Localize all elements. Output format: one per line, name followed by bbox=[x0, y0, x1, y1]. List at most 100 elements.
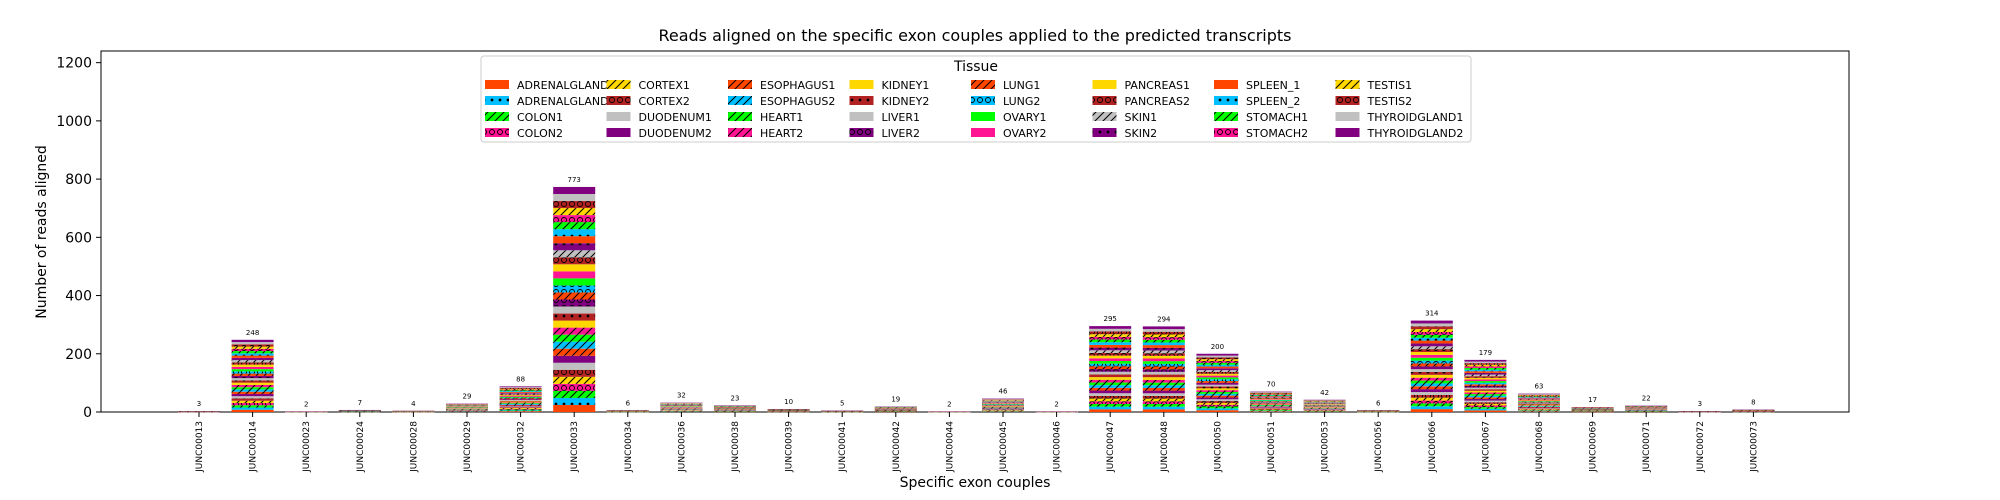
y-axis-label: Number of reads aligned bbox=[34, 145, 50, 319]
bar-segment bbox=[1464, 377, 1507, 380]
legend-item: TESTIS2 bbox=[1335, 95, 1412, 108]
legend-item: KIDNEY1 bbox=[849, 79, 930, 92]
bar-segment bbox=[1142, 403, 1185, 407]
bar-segment bbox=[1196, 391, 1239, 394]
bar-segment bbox=[1142, 345, 1185, 348]
bar-segment bbox=[499, 407, 542, 409]
bar-segment bbox=[1142, 350, 1185, 354]
bar-segment bbox=[231, 351, 274, 354]
bar-segment bbox=[553, 229, 596, 237]
legend-item: ESOPHAGUS1 bbox=[728, 79, 835, 92]
bar-segment bbox=[231, 400, 274, 403]
bar-segment bbox=[1518, 404, 1560, 406]
bar-segment bbox=[1196, 401, 1239, 403]
bar-segment bbox=[1410, 369, 1453, 373]
bar-segment bbox=[1196, 359, 1239, 362]
bar-segment bbox=[553, 334, 596, 342]
bar-segment bbox=[1464, 374, 1507, 377]
bar-segment bbox=[1196, 375, 1239, 378]
legend-item: OVARY1 bbox=[971, 111, 1046, 124]
bar-segment bbox=[1464, 369, 1507, 372]
legend-label: COLON2 bbox=[517, 127, 563, 140]
bar-segment bbox=[499, 393, 542, 395]
bar-segment bbox=[1410, 354, 1453, 358]
legend-item: PANCREAS1 bbox=[1092, 79, 1190, 92]
bar-segment bbox=[1089, 363, 1132, 367]
bar-segment bbox=[1518, 398, 1560, 400]
legend-label: PANCREAS1 bbox=[1125, 79, 1190, 92]
legend-label: KIDNEY1 bbox=[882, 79, 930, 92]
bar-segment bbox=[1464, 385, 1507, 388]
bar-segment bbox=[1464, 403, 1507, 406]
x-tick-label: JUNC00045 bbox=[999, 421, 1009, 473]
bar-stack bbox=[338, 409, 381, 413]
legend-item: ESOPHAGUS2 bbox=[728, 95, 835, 108]
bar-segment bbox=[1250, 394, 1292, 395]
legend-label: OVARY1 bbox=[1003, 111, 1046, 124]
legend-swatch bbox=[485, 80, 509, 89]
bar-segment bbox=[1196, 364, 1239, 367]
legend-swatch bbox=[849, 96, 874, 105]
bar-segment bbox=[553, 208, 596, 216]
bar-segment bbox=[1142, 406, 1185, 410]
legend-item: DUODENUM1 bbox=[606, 111, 712, 124]
bar-segment bbox=[499, 411, 542, 412]
bar-segment bbox=[1410, 326, 1453, 330]
bar-stack bbox=[660, 402, 703, 413]
bar-total-label: 6 bbox=[1376, 399, 1381, 407]
x-tick-label: JUNC00050 bbox=[1213, 421, 1223, 473]
bar-segment bbox=[231, 357, 274, 361]
bar-segment bbox=[1464, 405, 1507, 408]
legend-label: LIVER2 bbox=[882, 127, 921, 140]
bar-segment bbox=[1518, 399, 1560, 400]
legend-item: STOMACH2 bbox=[1214, 127, 1308, 140]
bar-segment bbox=[1410, 409, 1453, 412]
bar-segment bbox=[553, 222, 596, 230]
bar-segment bbox=[1464, 408, 1507, 411]
bar-segment bbox=[231, 362, 274, 365]
bar-segment bbox=[1196, 386, 1239, 389]
y-tick-label: 800 bbox=[65, 172, 92, 188]
bar-segment bbox=[1142, 334, 1185, 338]
bar-segment bbox=[1142, 395, 1185, 399]
legend-label: TESTIS1 bbox=[1367, 79, 1413, 92]
bar-total-label: 6 bbox=[626, 399, 631, 407]
bar-segment bbox=[553, 390, 596, 398]
bar-segment bbox=[499, 403, 542, 405]
bar-segment bbox=[499, 399, 542, 401]
legend-item: HEART1 bbox=[728, 111, 803, 124]
bar-segment bbox=[499, 389, 542, 391]
legend-swatch bbox=[606, 96, 631, 105]
legend-label: SKIN1 bbox=[1125, 111, 1158, 124]
bar-segment bbox=[1196, 382, 1239, 385]
bar-segment bbox=[1250, 393, 1292, 395]
bar-segment bbox=[553, 306, 596, 314]
x-tick-label: JUNC00032 bbox=[517, 421, 527, 473]
bar-segment bbox=[1142, 358, 1185, 362]
legend-label: LUNG1 bbox=[1003, 79, 1040, 92]
bar-segment bbox=[1464, 371, 1507, 373]
legend-swatch bbox=[728, 80, 752, 89]
legend-label: LUNG2 bbox=[1003, 95, 1040, 108]
bar-segment bbox=[1250, 399, 1292, 401]
bar-segment bbox=[231, 366, 274, 370]
legend-item: CORTEX1 bbox=[606, 79, 690, 92]
bar-segment bbox=[1410, 397, 1453, 401]
bar-segment bbox=[499, 396, 542, 398]
bar-segment bbox=[1464, 398, 1507, 401]
legend-swatch bbox=[1092, 96, 1117, 105]
bar-segment bbox=[1518, 393, 1560, 395]
legend-item: COLON2 bbox=[485, 127, 563, 140]
x-tick-label: JUNC00053 bbox=[1321, 421, 1331, 473]
bar-segment bbox=[553, 327, 596, 335]
legend-swatch bbox=[1092, 80, 1117, 89]
legend-label: SKIN2 bbox=[1125, 127, 1158, 140]
bar-total-label: 4 bbox=[411, 400, 416, 408]
bar-total-label: 3 bbox=[1698, 400, 1702, 408]
bar-segment bbox=[1196, 399, 1239, 402]
bar-segment bbox=[1142, 371, 1185, 375]
bar-segment bbox=[1518, 396, 1560, 398]
bar-segment bbox=[1196, 379, 1239, 382]
legend-item: SPLEEN_1 bbox=[1214, 79, 1300, 92]
bar-segment bbox=[1142, 398, 1185, 402]
